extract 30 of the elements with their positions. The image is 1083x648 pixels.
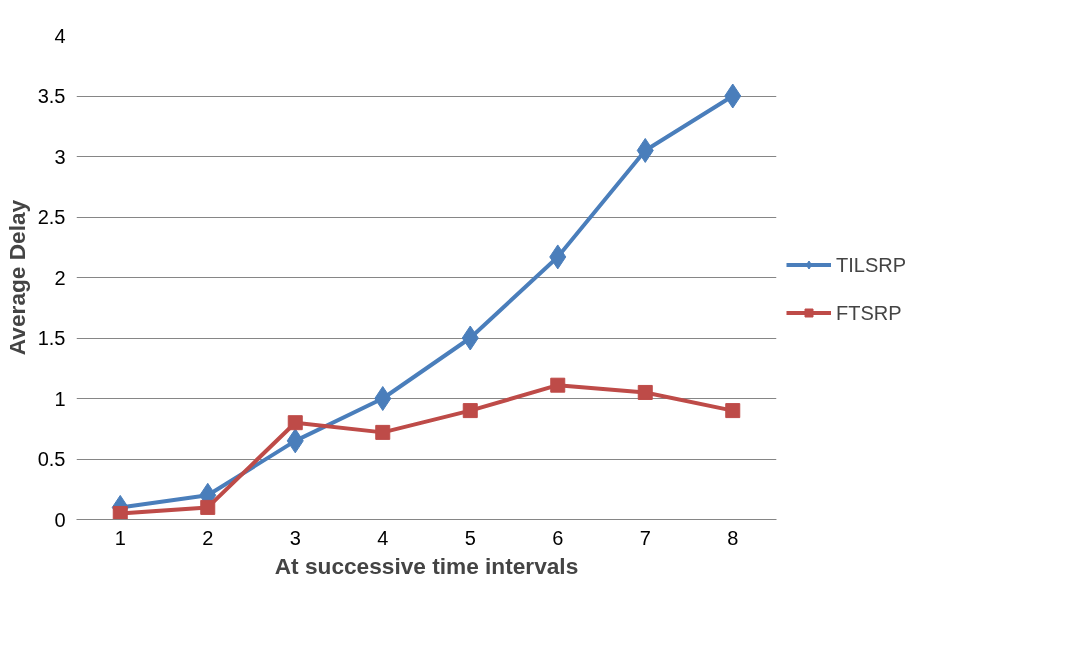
y-tick-label: 0	[54, 508, 66, 531]
y-tick-label: 2	[54, 266, 66, 289]
point	[200, 499, 216, 515]
y-tick-label: 0.5	[37, 448, 66, 470]
point	[375, 424, 391, 440]
point	[550, 377, 566, 393]
point	[112, 505, 128, 520]
point	[374, 386, 392, 411]
y-tick-label: 3.5	[37, 85, 66, 107]
y-tick-label: 2.5	[37, 206, 66, 228]
point	[725, 403, 741, 419]
x-tick-label: 4	[377, 526, 389, 549]
x-tick-label: 1	[114, 526, 126, 549]
x-axis-title: At successive time intervals	[274, 552, 579, 579]
point	[462, 403, 478, 419]
y-tick-label: 3	[54, 145, 66, 168]
x-tick-label: 2	[202, 526, 214, 549]
x-tick-label: 6	[552, 526, 564, 549]
legend-label: TILSRP	[836, 253, 907, 276]
x-tick-label: 8	[727, 526, 739, 549]
y-axis-title: Average Delay	[3, 199, 30, 356]
x-tick-label: 7	[639, 526, 651, 549]
x-tick-label: 3	[289, 526, 301, 549]
y-tick-label: 1.5	[37, 327, 66, 349]
x-tick-label: 5	[464, 526, 476, 549]
point	[637, 384, 653, 400]
legend-label: FTSRP	[836, 301, 902, 324]
y-tick-label: 1	[54, 387, 66, 410]
y-tick-label: 4	[54, 24, 66, 47]
point	[287, 415, 303, 431]
